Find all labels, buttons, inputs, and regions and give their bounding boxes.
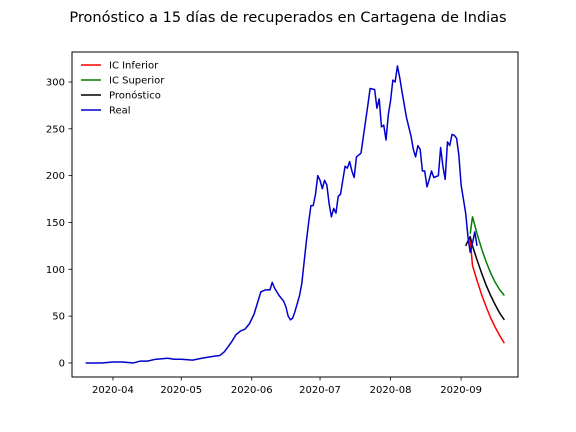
series-layer <box>85 65 505 364</box>
x-tick-label: 2020-06 <box>231 385 273 396</box>
legend-label: IC Inferior <box>109 61 159 72</box>
y-tick-label: 250 <box>46 124 65 135</box>
y-tick-label: 150 <box>46 218 65 229</box>
legend: IC Inferior IC Superior Pronóstico Real <box>81 61 165 117</box>
legend-label: Pronóstico <box>109 90 161 102</box>
x-tick-label: 2020-09 <box>440 385 482 396</box>
y-axis: 0 50 100 150 200 250 300 <box>46 77 72 369</box>
y-tick-label: 200 <box>46 171 65 182</box>
y-tick-label: 300 <box>46 77 65 88</box>
y-tick-label: 0 <box>59 358 65 369</box>
legend-label: IC Superior <box>109 76 165 87</box>
legend-item: IC Superior <box>81 76 165 87</box>
series-line-real <box>85 65 478 364</box>
x-axis: 2020-04 2020-05 2020-06 2020-07 2020-08 2020-… <box>92 377 482 396</box>
y-tick-label: 100 <box>46 265 65 276</box>
y-tick-label: 50 <box>52 312 65 323</box>
series-line-pron-stico <box>464 235 505 321</box>
x-tick-label: 2020-07 <box>299 385 341 396</box>
series-line-ic-inferior <box>469 239 505 344</box>
plot-frame <box>71 51 519 378</box>
series-line-ic-superior <box>469 216 505 296</box>
legend-item: IC Inferior <box>81 61 159 72</box>
x-tick-label: 2020-05 <box>160 385 202 396</box>
legend-item: Real <box>81 106 131 117</box>
x-tick-label: 2020-08 <box>370 385 412 396</box>
chart-title: Pronóstico a 15 días de recuperados en C… <box>69 10 506 26</box>
legend-label: Real <box>109 106 131 117</box>
legend-item: Pronóstico <box>81 90 161 102</box>
x-tick-label: 2020-04 <box>92 385 134 396</box>
